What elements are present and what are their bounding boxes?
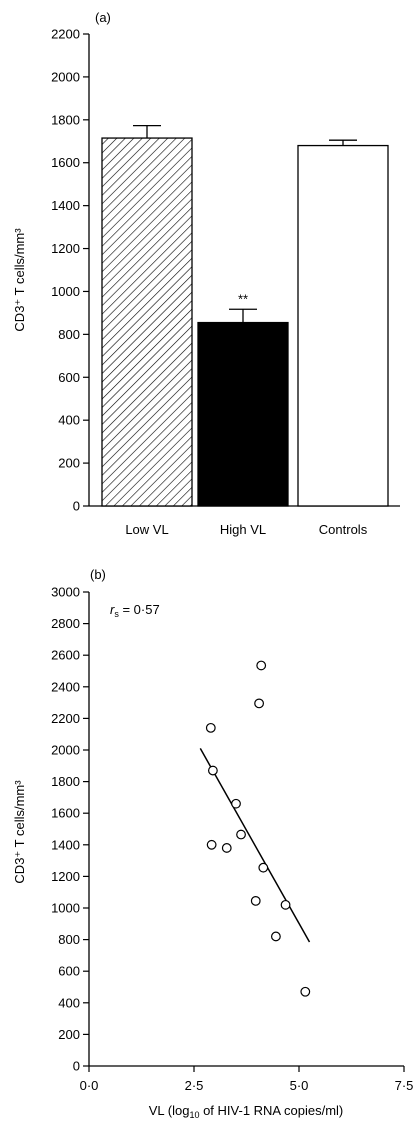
data-point — [254, 698, 265, 709]
data-point — [207, 765, 218, 776]
x-tick-labels-a: Low VL High VL Controls — [125, 522, 367, 537]
bar — [297, 144, 389, 507]
y-tick-label: 200 — [58, 1027, 80, 1042]
data-point — [231, 798, 241, 809]
y-tick-label: 2200 — [51, 711, 80, 726]
data-point — [256, 660, 267, 671]
y-ticks-b: 0 200 400 600 800 1000 1200 1400 1600 1800 2000 220… — [51, 585, 89, 1074]
data-point — [300, 986, 311, 997]
y-tick-label: 0 — [73, 499, 80, 514]
correlation-annotation: rs = 0·57 — [110, 602, 160, 619]
bar-chart-panel-a: (a) CD3⁺ T cells/mm³ 0 200 400 600 800 1000 12… — [12, 10, 400, 537]
y-tick-label: 1800 — [51, 774, 80, 789]
y-tick-label: 2000 — [51, 743, 80, 758]
y-tick-label: 1400 — [51, 198, 80, 213]
x-tick-label: 0·0 — [80, 1078, 99, 1093]
x-tick-label: 5·0 — [290, 1078, 309, 1093]
y-tick-label: 2600 — [51, 648, 80, 663]
y-axis-label-a: CD3⁺ T cells/mm³ — [12, 228, 27, 332]
bars-a: ** — [101, 124, 389, 507]
y-tick-label: 1200 — [51, 869, 80, 884]
data-point — [271, 931, 281, 942]
y-tick-label: 0 — [73, 1059, 80, 1074]
scatter-chart-panel-b: (b) rs = 0·57 CD3⁺ T cells/mm³ 0 200 400 60… — [12, 567, 413, 1120]
data-point — [280, 899, 291, 910]
y-tick-label: 200 — [58, 456, 80, 471]
y-tick-label: 2800 — [51, 616, 80, 631]
y-tick-label: 2200 — [51, 27, 80, 42]
y-tick-label: 400 — [58, 995, 80, 1010]
significance-annotation: ** — [238, 291, 248, 306]
y-tick-label: 1800 — [51, 112, 80, 127]
y-tick-label: 600 — [58, 370, 80, 385]
scatter-points — [205, 660, 311, 997]
panel-label-b: (b) — [90, 567, 106, 582]
data-point — [206, 839, 217, 850]
x-tick-label: 7·5 — [395, 1078, 414, 1093]
data-point — [258, 862, 269, 873]
data-point — [205, 722, 216, 733]
y-tick-label: 800 — [58, 327, 80, 342]
y-tick-label: 1200 — [51, 241, 80, 256]
bar — [101, 137, 193, 507]
y-tick-label: 1000 — [51, 901, 80, 916]
y-tick-label: 400 — [58, 413, 80, 428]
panel-label-a: (a) — [95, 10, 111, 25]
data-point — [236, 829, 246, 840]
regression-line — [199, 748, 311, 943]
x-tick-label: High VL — [220, 522, 266, 537]
data-point — [250, 895, 261, 906]
bar — [197, 321, 289, 507]
y-tick-label: 600 — [58, 964, 80, 979]
y-tick-label: 3000 — [51, 585, 80, 600]
x-tick-label: Controls — [319, 522, 368, 537]
y-tick-label: 1400 — [51, 837, 80, 852]
y-ticks-a: 0 200 400 600 800 1000 1200 1400 1600 1800 2000 220… — [51, 27, 89, 514]
y-tick-label: 1600 — [51, 806, 80, 821]
x-axis-label-b: VL (log10 of HIV-1 RNA copies/ml) — [149, 1103, 344, 1120]
y-tick-label: 800 — [58, 932, 80, 947]
y-axis-label-b: CD3⁺ T cells/mm³ — [12, 780, 27, 884]
y-tick-label: 2400 — [51, 679, 80, 694]
y-tick-label: 1600 — [51, 155, 80, 170]
x-tick-label: Low VL — [125, 522, 168, 537]
x-ticks-b: 0·0 2·5 5·0 7·5 — [80, 1066, 414, 1093]
y-tick-label: 1000 — [51, 284, 80, 299]
data-point — [221, 843, 232, 853]
y-tick-label: 2000 — [51, 69, 80, 84]
x-tick-label: 2·5 — [185, 1078, 204, 1093]
